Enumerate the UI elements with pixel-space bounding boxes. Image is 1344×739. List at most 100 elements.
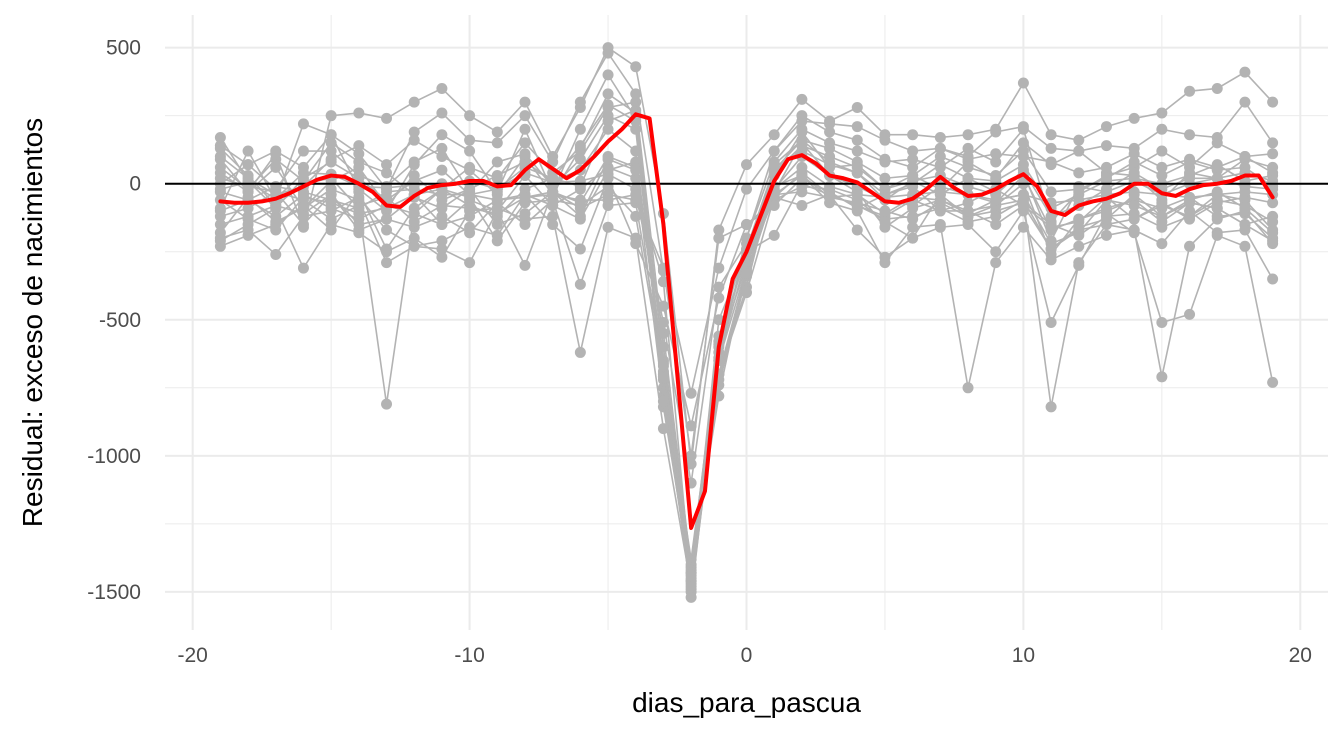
residual-point bbox=[879, 216, 891, 228]
residual-point bbox=[574, 194, 586, 206]
residual-point bbox=[1267, 238, 1279, 250]
residual-point bbox=[768, 129, 780, 141]
residual-point bbox=[741, 159, 752, 171]
residual-point bbox=[990, 194, 1002, 206]
residual-point bbox=[325, 145, 337, 157]
residual-point bbox=[408, 183, 420, 195]
residual-point bbox=[907, 161, 919, 173]
residual-point bbox=[491, 219, 503, 231]
residual-point bbox=[214, 172, 226, 184]
residual-point bbox=[408, 240, 420, 252]
residual-point bbox=[214, 186, 226, 198]
residual-point bbox=[1017, 164, 1029, 176]
residual-point bbox=[602, 47, 614, 59]
residual-point bbox=[408, 216, 420, 228]
residual-point bbox=[547, 189, 559, 201]
residual-point bbox=[1184, 308, 1196, 320]
residual-point bbox=[1156, 317, 1168, 328]
residual-point bbox=[574, 202, 586, 214]
residual-point bbox=[713, 292, 725, 304]
residual-point bbox=[270, 148, 282, 160]
residual-point bbox=[1239, 151, 1251, 163]
residual-point bbox=[1267, 137, 1279, 149]
residual-point bbox=[602, 88, 614, 100]
residual-point bbox=[1045, 129, 1057, 141]
residual-point bbox=[907, 145, 919, 157]
residual-point bbox=[214, 131, 226, 143]
residual-point bbox=[630, 88, 642, 100]
residual-point bbox=[602, 123, 614, 135]
residual-point bbox=[325, 156, 337, 168]
residual-point bbox=[436, 82, 448, 94]
residual-point bbox=[907, 199, 919, 211]
residual-point bbox=[685, 387, 697, 399]
residual-point bbox=[879, 134, 891, 146]
residual-point bbox=[491, 126, 503, 138]
residual-point bbox=[408, 96, 420, 108]
residual-point bbox=[491, 170, 503, 182]
residual-point bbox=[436, 202, 448, 214]
residual-point bbox=[962, 161, 974, 173]
residual-point bbox=[657, 360, 669, 372]
residual-point bbox=[242, 224, 254, 236]
residual-point bbox=[602, 153, 614, 165]
residual-point bbox=[464, 145, 476, 157]
residual-point bbox=[796, 199, 808, 211]
y-tick-label: -1000 bbox=[87, 445, 141, 468]
residual-point bbox=[657, 317, 669, 328]
residual-point bbox=[1184, 213, 1196, 225]
residual-point bbox=[962, 172, 974, 184]
residual-point bbox=[851, 121, 863, 133]
residual-point bbox=[1017, 189, 1029, 201]
residual-point bbox=[464, 189, 476, 201]
residual-point bbox=[1100, 213, 1112, 225]
residual-point bbox=[990, 148, 1002, 160]
residual-point bbox=[381, 112, 393, 124]
residual-point bbox=[1128, 213, 1140, 225]
residual-series-group bbox=[214, 42, 1279, 603]
residual-point bbox=[851, 189, 863, 201]
residual-point bbox=[768, 145, 780, 157]
residual-point bbox=[796, 93, 808, 105]
residual-point bbox=[1267, 197, 1279, 209]
residual-point bbox=[851, 161, 863, 173]
residual-point bbox=[1184, 156, 1196, 168]
residual-point bbox=[353, 202, 365, 214]
residual-point bbox=[297, 118, 309, 130]
residual-point bbox=[408, 156, 420, 168]
residual-point bbox=[1184, 85, 1196, 97]
residual-point bbox=[574, 278, 586, 290]
residual-point bbox=[1211, 213, 1223, 225]
residual-point bbox=[1184, 205, 1196, 217]
residual-point bbox=[325, 110, 337, 122]
residual-point bbox=[1017, 145, 1029, 157]
residual-point bbox=[768, 229, 780, 241]
residual-point bbox=[381, 224, 393, 236]
residual-point bbox=[851, 134, 863, 146]
residual-point bbox=[907, 210, 919, 222]
residual-point bbox=[934, 142, 946, 154]
residual-point bbox=[436, 189, 448, 201]
residual-point bbox=[1239, 96, 1251, 108]
residual-point bbox=[824, 126, 836, 138]
residual-point bbox=[962, 382, 974, 394]
residual-point bbox=[630, 238, 642, 250]
residual-point bbox=[464, 134, 476, 146]
residual-point bbox=[1073, 240, 1085, 252]
residual-point bbox=[1211, 131, 1223, 143]
residual-point bbox=[1045, 186, 1057, 198]
residual-point bbox=[1017, 199, 1029, 211]
residual-point bbox=[297, 202, 309, 214]
residual-point bbox=[214, 232, 226, 244]
residual-point bbox=[990, 257, 1002, 269]
residual-point bbox=[1239, 202, 1251, 214]
residual-point bbox=[464, 221, 476, 233]
residual-point bbox=[408, 126, 420, 138]
residual-point bbox=[574, 153, 586, 165]
residual-point bbox=[1017, 137, 1029, 149]
residual-point bbox=[242, 180, 254, 192]
residual-point bbox=[934, 221, 946, 233]
x-tick-label: 20 bbox=[1289, 644, 1312, 667]
residual-point bbox=[408, 208, 420, 220]
residual-point bbox=[990, 210, 1002, 222]
